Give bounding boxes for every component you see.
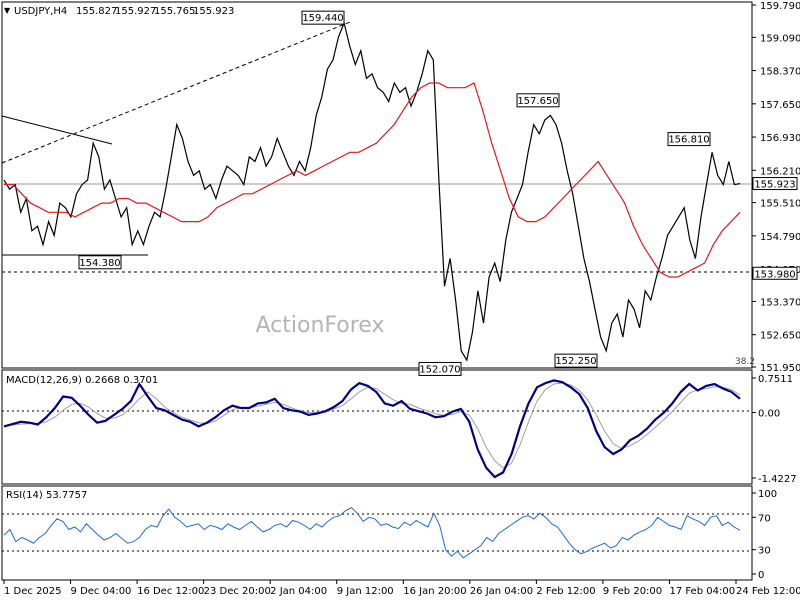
price-panel-frame — [1, 1, 753, 369]
price-tick-label: 152.650 — [760, 331, 800, 342]
chart-header: ▼ USDJPY,H4 155.827 155.927 155.765 155.… — [4, 6, 234, 17]
swing-label-box — [301, 10, 345, 25]
x-tick-label: 24 Feb 12:00 — [736, 586, 800, 597]
rsi-title: RSI(14) 53.7757 — [6, 490, 87, 501]
price-tick-label: 153.370 — [760, 297, 800, 308]
swing-label: 154.380 — [79, 258, 120, 269]
x-tick-label: 26 Jan 04:00 — [470, 586, 533, 597]
x-tick-label: 9 Jan 12:00 — [337, 586, 394, 597]
current-price-tag: 155.923 — [754, 180, 795, 191]
price-layer — [3, 21, 741, 362]
swing-label-box — [516, 93, 560, 108]
macd-axis: 0.7511 0.00 -1.4227 — [752, 374, 797, 485]
x-axis: 1 Dec 2025 9 Dec 04:00 16 Dec 12:00 23 Dec … — [3, 580, 800, 597]
x-tick-label: 9 Dec 04:00 — [71, 586, 132, 597]
fib-label: 38.2 — [735, 357, 755, 367]
swing-label: 159.440 — [302, 13, 343, 24]
rsi-panel-frame — [1, 485, 753, 581]
x-tick-label: 2 Jan 04:00 — [270, 586, 327, 597]
price-series-line — [3, 21, 741, 362]
price-tick-label: 154.790 — [760, 232, 800, 243]
header-low: 155.765 — [154, 6, 195, 17]
rsi-tick-label: 30 — [758, 546, 771, 557]
price-tick-label: 155.510 — [760, 199, 800, 210]
header-close: 155.923 — [193, 6, 234, 17]
rising-trendline — [1, 21, 351, 164]
support-level-tag: 153.980 — [754, 269, 795, 280]
x-tick-label: 9 Feb 20:00 — [603, 586, 662, 597]
macd-tick-label: -1.4227 — [758, 474, 797, 485]
x-tick-label: 23 Dec 20:00 — [204, 586, 271, 597]
price-labels: 159.440 157.650 156.810 154.380 152.070 152.2… — [78, 10, 711, 376]
swing-label: 152.250 — [555, 356, 596, 367]
support-level-tag-box — [752, 266, 798, 280]
moving-average-line — [4, 82, 741, 278]
price-tick-label: 158.370 — [760, 67, 800, 78]
swing-label-box — [418, 361, 462, 376]
macd-signal-line — [3, 382, 741, 469]
current-price-tag-box — [752, 177, 798, 191]
x-tick-label: 17 Feb 04:00 — [669, 586, 735, 597]
rsi-axis: 100 70 30 0 — [752, 489, 777, 581]
macd-tick-label: 0.00 — [758, 409, 780, 420]
price-tick-label: 156.210 — [760, 166, 800, 177]
x-tick-label: 16 Dec 12:00 — [137, 586, 204, 597]
price-axis: 159.790 159.090 158.370 157.650 156.930 156.2… — [752, 1, 800, 374]
price-tick-label: 159.090 — [760, 33, 800, 44]
swing-label: 157.650 — [517, 96, 558, 107]
swing-label-box — [78, 255, 122, 270]
price-tick-label: 159.790 — [760, 1, 800, 12]
x-tick-label: 16 Jan 20:00 — [403, 586, 466, 597]
swing-label-box — [667, 132, 711, 147]
header-open: 155.827 — [76, 6, 117, 17]
rsi-tick-label: 0 — [758, 570, 764, 581]
header-high: 155.927 — [115, 6, 156, 17]
watermark: ActionForex — [256, 313, 385, 338]
rsi-line — [3, 506, 741, 559]
macd-line — [3, 379, 741, 479]
header-icon: ▼ — [4, 6, 11, 15]
price-tick-label: 157.650 — [760, 100, 800, 111]
rsi-tick-label: 100 — [758, 489, 777, 500]
rsi-tick-label: 70 — [758, 513, 771, 524]
x-tick-label: 2 Feb 12:00 — [536, 586, 595, 597]
macd-tick-label: 0.7511 — [758, 374, 793, 385]
falling-trendline — [1, 115, 113, 145]
price-tick-label: 156.930 — [760, 133, 800, 144]
header-symbol: USDJPY,H4 — [14, 6, 67, 17]
price-tick-label: 151.950 — [760, 363, 800, 374]
x-tick-label: 1 Dec 2025 — [4, 586, 62, 597]
swing-label: 156.810 — [668, 135, 709, 146]
swing-label: 152.070 — [419, 364, 460, 375]
macd-layer — [3, 379, 741, 479]
macd-title: MACD(12,26,9) 0.2668 0.3701 — [6, 375, 158, 386]
swing-label-box — [554, 353, 598, 368]
macd-panel-frame — [1, 369, 753, 485]
rsi-layer — [3, 506, 741, 559]
